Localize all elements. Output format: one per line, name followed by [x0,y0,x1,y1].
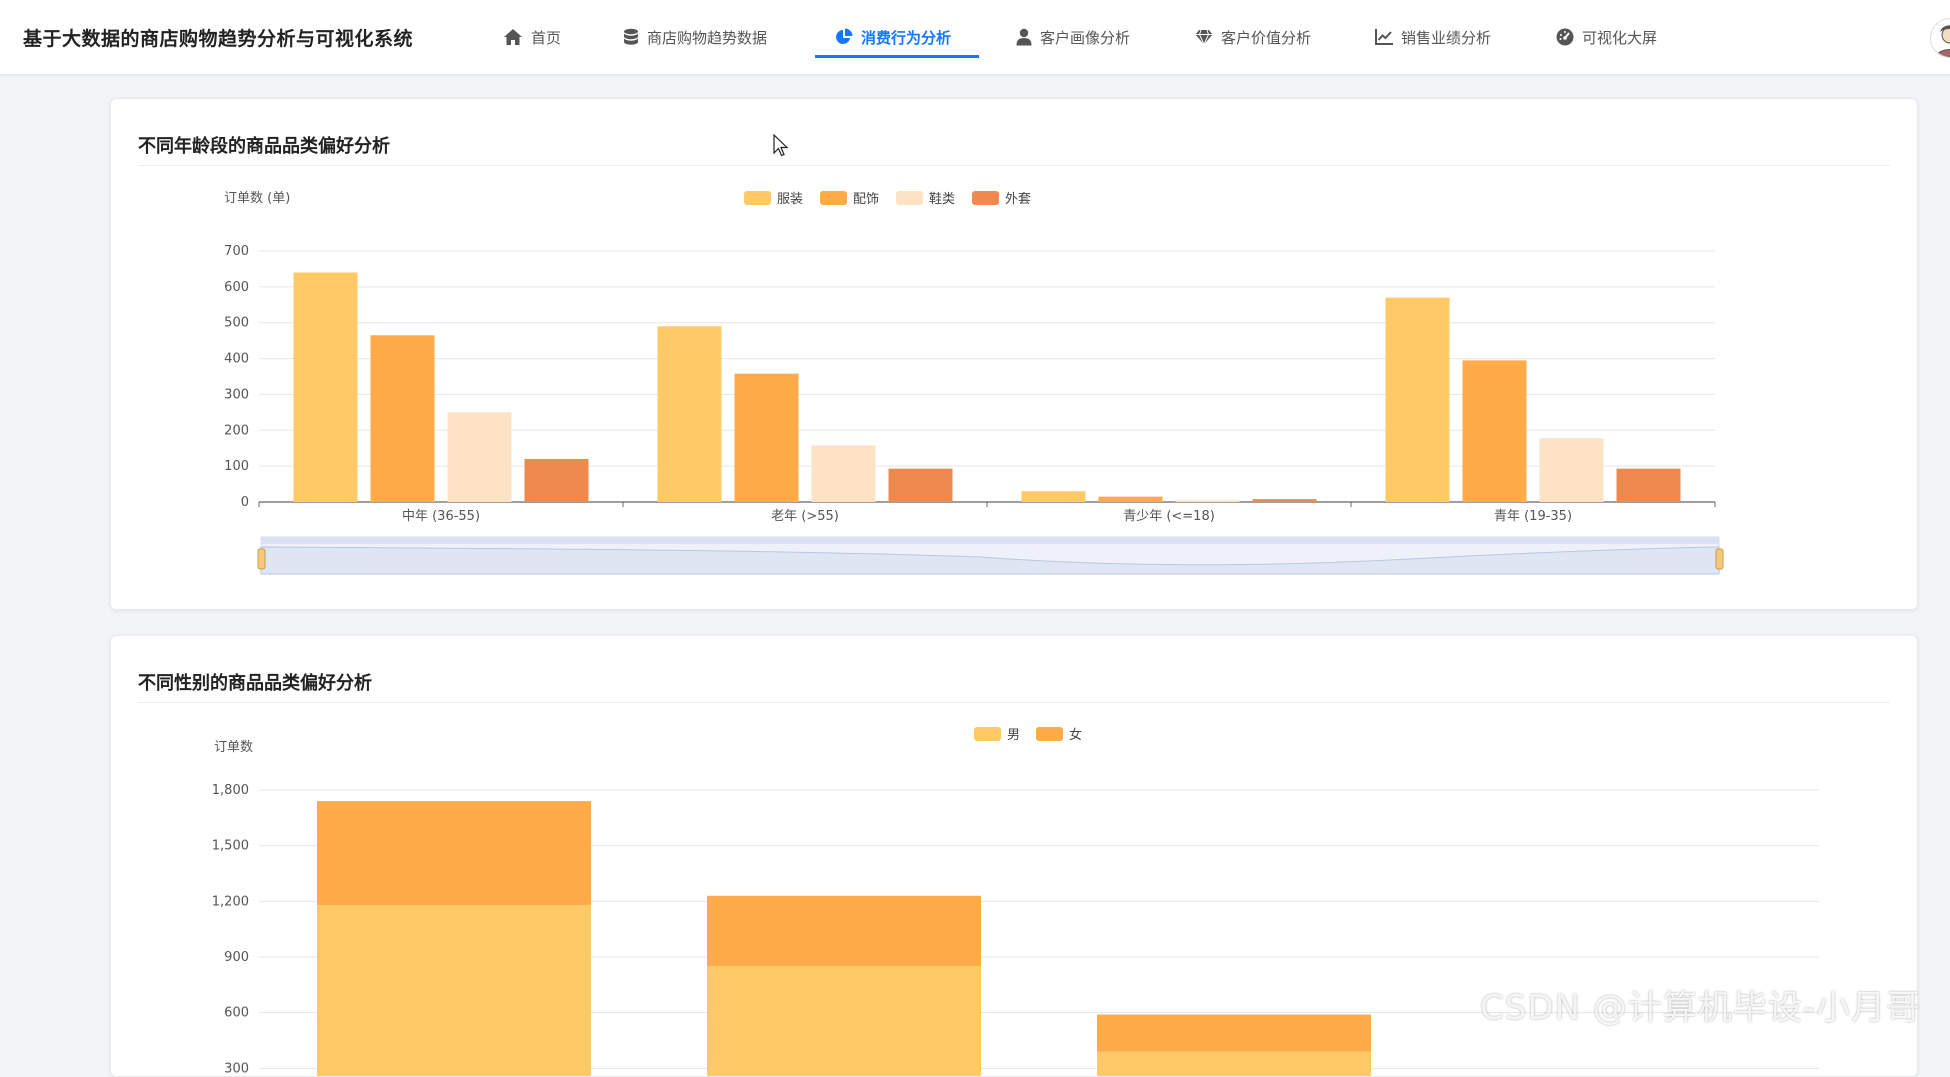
diamond-icon [1195,29,1213,45]
user-avatar[interactable] [1930,18,1950,58]
bar-segment[interactable] [707,966,981,1076]
avatar-icon [1936,25,1950,57]
x-tick-label: 青少年 (<=18) [1123,509,1215,524]
bar-segment[interactable] [1097,1014,1371,1052]
y-axis-title: 订单数 (单) [224,191,290,206]
gender-preference-card: 不同性别的商品品类偏好分析 订单数 男 女 300 600 900 1,200 1,500 1,… [110,635,1918,1077]
datazoom-right-handle[interactable] [1715,548,1724,570]
y-tick-label: 0 [241,495,249,510]
pie-chart-icon [836,28,853,44]
legend-label[interactable]: 鞋类 [929,191,955,207]
bar-segment[interactable] [1097,1051,1371,1076]
nav-item-customer-profile[interactable]: 客户画像分析 [1016,0,1130,74]
card-title: 不同性别的商品品类偏好分析 [138,673,372,694]
legend-swatch[interactable] [972,191,999,205]
nav-item-customer-value[interactable]: 客户价值分析 [1195,0,1311,74]
nav-item-label: 商店购物趋势数据 [647,28,768,47]
line-chart-icon [1375,29,1393,45]
legend-label[interactable]: 服装 [777,192,803,207]
nav-item-consumption-behavior[interactable]: 消费行为分析 [835,0,951,74]
datazoom-preview-area [260,546,1720,575]
legend-swatch[interactable] [1036,727,1063,741]
legend-swatch[interactable] [974,727,1001,741]
nav-item-dashboard[interactable]: 可视化大屏 [1556,0,1657,74]
y-tick-label: 1,500 [212,839,249,854]
card-divider [138,702,1890,703]
bar[interactable] [1539,438,1604,502]
y-tick-label: 700 [224,244,249,259]
y-axis-title: 订单数 [214,740,253,755]
nav-item-sales-performance[interactable]: 销售业绩分析 [1375,0,1491,74]
legend-label[interactable]: 配饰 [853,192,879,207]
nav-item-label: 客户画像分析 [1040,28,1131,47]
y-tick-label: 600 [224,280,249,295]
bar[interactable] [888,468,953,502]
active-tab-indicator [815,55,979,58]
bar[interactable] [811,445,876,502]
mouse-cursor-icon [773,134,789,157]
nav-item-label: 消费行为分析 [861,28,952,47]
nav-item-shop-data[interactable]: 商店购物趋势数据 [623,0,767,74]
nav-item-home[interactable]: 首页 [503,0,561,74]
bar[interactable] [293,272,358,502]
legend-swatch[interactable] [896,191,923,205]
bar[interactable] [524,458,589,502]
bar-segment[interactable] [317,801,591,906]
nav-item-label: 销售业绩分析 [1401,28,1492,47]
y-tick-label: 200 [224,423,249,438]
x-tick-label: 老年 (>55) [771,509,839,524]
y-tick-label: 500 [224,316,249,331]
database-icon [624,28,638,45]
legend-label[interactable]: 男 [1007,728,1020,743]
bar[interactable] [447,412,512,502]
y-tick-label: 100 [224,459,249,474]
y-tick-label: 400 [224,352,249,367]
datazoom-left-handle[interactable] [257,548,266,570]
bar-segment[interactable] [707,895,981,967]
card-divider [138,165,1890,166]
x-tick-label: 青年 (19-35) [1494,509,1572,524]
home-icon [504,29,522,45]
watermark: CSDN @计算机毕设-小月哥 [1480,988,1922,1028]
bar[interactable] [1021,491,1086,502]
bar[interactable] [657,326,722,502]
y-tick-label: 1,800 [212,783,249,798]
bar[interactable] [1462,360,1527,502]
app-title: 基于大数据的商店购物趋势分析与可视化系统 [23,28,414,50]
nav-item-label: 首页 [531,28,562,47]
top-nav-bar: 基于大数据的商店购物趋势分析与可视化系统 首页 商店购物趋势数据 消费行为分析 … [0,0,1950,75]
age-category-bar-chart[interactable]: 订单数 (单) 服装 配饰 鞋类 外套 0 100 200 300 400 500 600 700 中年 … [111,99,1917,609]
bar[interactable] [1385,297,1450,502]
x-tick-label: 中年 (36-55) [402,509,480,524]
legend-label[interactable]: 女 [1069,727,1082,743]
bar[interactable] [1175,500,1240,502]
y-tick-label: 1,200 [212,894,249,909]
y-tick-label: 300 [224,1061,249,1076]
nav-item-label: 可视化大屏 [1582,28,1658,47]
bar[interactable] [1098,496,1163,502]
legend-swatch[interactable] [744,191,771,205]
user-icon [1016,28,1032,46]
bar-segment[interactable] [317,905,591,1076]
legend-label[interactable]: 外套 [1005,191,1031,207]
y-tick-label: 300 [224,387,249,402]
card-title: 不同年龄段的商品品类偏好分析 [138,136,390,157]
datazoom-top-bar[interactable] [261,537,1719,544]
legend-swatch[interactable] [820,191,847,205]
dashboard-icon [1556,28,1574,46]
age-preference-card: 不同年龄段的商品品类偏好分析 订单数 (单) 服装 配饰 鞋类 外套 0 100 200 300… [110,98,1918,610]
y-tick-label: 600 [224,1006,249,1021]
bar[interactable] [1252,499,1317,502]
y-tick-label: 900 [224,950,249,965]
nav-item-label: 客户价值分析 [1221,28,1312,47]
bar[interactable] [370,335,435,502]
bar[interactable] [1616,468,1681,502]
bar[interactable] [734,373,799,502]
